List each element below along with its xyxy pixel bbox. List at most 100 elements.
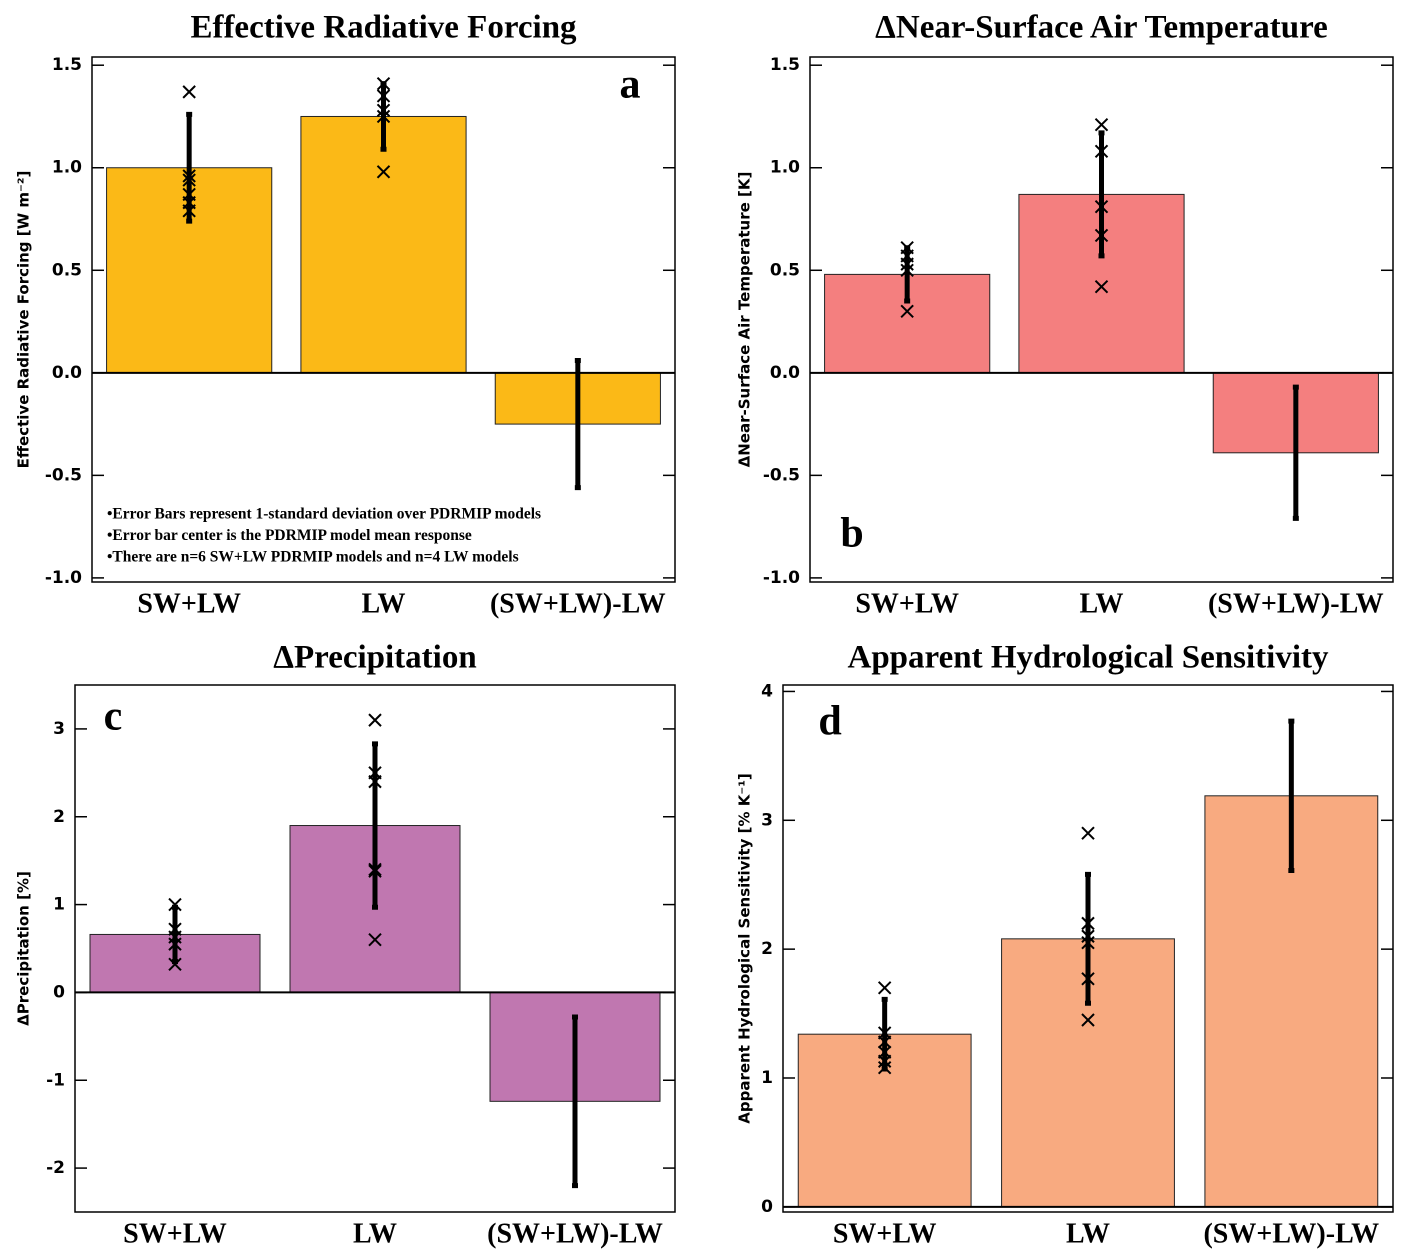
model-marker	[1094, 117, 1109, 132]
y-tick-label: 3	[53, 719, 65, 739]
note: •There are n=6 SW+LW PDRMIP models and n…	[107, 549, 519, 566]
x-tick-label: (SW+LW)-LW	[1208, 588, 1384, 619]
model-marker	[376, 76, 391, 91]
error-bar	[574, 358, 581, 491]
model-marker	[900, 257, 914, 271]
panel-letter: a	[620, 62, 641, 108]
model-marker	[168, 937, 182, 951]
panel: ΔPrecipitation ΔPrecipitation [%] 3 2 1 0 -1 -2…	[15, 640, 676, 1249]
panel-title: Apparent Hydrological Sensitivity	[848, 640, 1329, 676]
y-tick-label: 1.5	[770, 55, 800, 75]
error-bar	[1288, 718, 1295, 874]
model-marker	[182, 169, 196, 183]
note: •Error bar center is the PDRMIP model me…	[107, 527, 472, 544]
model-marker	[900, 263, 914, 277]
plot-frame	[782, 684, 1394, 1213]
model-marker	[376, 109, 391, 124]
y-tick-label: 2	[53, 807, 65, 827]
x-tick-label: (SW+LW)-LW	[487, 1218, 663, 1249]
model-marker	[168, 897, 182, 912]
y-tick-label: 4	[761, 681, 773, 701]
model-marker	[900, 304, 914, 319]
model-marker	[368, 933, 382, 947]
panel-letter: b	[840, 511, 863, 557]
error-bar	[572, 1014, 578, 1189]
x-tick-label: SW+LW	[123, 1218, 227, 1249]
model-marker	[368, 774, 382, 789]
model-marker	[376, 103, 391, 118]
x-tick-label: LW	[1079, 588, 1123, 619]
note: •Error Bars represent 1-standard deviati…	[107, 506, 541, 523]
x-tick-label: LW	[353, 1218, 397, 1249]
y-tick-label: 1	[53, 895, 65, 915]
plot-frame	[74, 684, 676, 1213]
model-marker	[182, 173, 196, 187]
model-marker	[877, 1054, 892, 1068]
panel: Effective Radiative Forcing Effective Rad…	[15, 10, 676, 619]
model-marker	[182, 85, 196, 99]
model-marker	[1081, 972, 1095, 986]
y-tick-label: 2	[761, 939, 773, 959]
panel-title: ΔNear-Surface Air Temperature	[875, 10, 1328, 46]
y-tick-label: 1.0	[770, 158, 800, 178]
y-tick-label: 3	[761, 810, 773, 830]
panel-title: ΔPrecipitation	[273, 640, 476, 676]
x-tick-label: SW+LW	[137, 588, 241, 619]
y-tick-label: 1	[761, 1068, 773, 1088]
model-marker	[1094, 199, 1109, 214]
plot-frame	[809, 56, 1394, 583]
x-tick-label: (SW+LW)-LW	[490, 588, 666, 619]
model-marker	[1081, 929, 1095, 943]
panel-title: Effective Radiative Forcing	[190, 10, 577, 46]
y-tick-label: -0.5	[45, 465, 82, 485]
model-marker	[368, 713, 382, 727]
panel-letter: d	[818, 699, 841, 745]
model-marker	[376, 165, 391, 179]
y-axis-label: ΔPrecipitation [%]	[15, 871, 33, 1026]
model-marker	[376, 89, 391, 103]
model-marker	[1081, 916, 1095, 931]
y-tick-label: 0.5	[52, 260, 82, 280]
panel-letter: c	[104, 694, 123, 740]
y-axis-label: Effective Radiative Forcing [W m⁻²]	[15, 171, 33, 469]
y-tick-label: 0.5	[770, 260, 800, 280]
y-tick-label: -1.0	[763, 568, 800, 588]
y-tick-label: -1.0	[45, 568, 82, 588]
model-marker	[1081, 935, 1095, 950]
y-tick-label: 1.5	[52, 55, 82, 75]
x-tick-label: SW+LW	[833, 1218, 937, 1249]
model-marker	[168, 957, 182, 972]
y-tick-label: 0.0	[770, 363, 800, 383]
model-marker	[877, 1060, 892, 1075]
x-tick-label: SW+LW	[855, 588, 959, 619]
model-marker	[877, 1035, 892, 1049]
error-bar	[1292, 384, 1299, 521]
model-marker	[182, 204, 196, 218]
x-tick-label: LW	[1066, 1218, 1110, 1249]
model-marker	[1081, 826, 1095, 840]
error-bar	[372, 741, 378, 910]
model-marker	[1081, 1013, 1095, 1027]
y-axis-label: ΔNear-Surface Air Temperature [K]	[736, 172, 754, 468]
panel: Apparent Hydrological Sensitivity Apparen…	[736, 640, 1394, 1249]
model-marker	[368, 862, 382, 877]
model-marker	[1094, 228, 1109, 243]
plot-frame	[91, 56, 676, 583]
model-marker	[1094, 144, 1109, 159]
y-axis-label: Apparent Hydrological Sensitivity [% K⁻¹…	[736, 773, 754, 1124]
y-tick-label: 0.0	[52, 363, 82, 383]
x-tick-label: (SW+LW)-LW	[1203, 1218, 1379, 1249]
y-tick-label: 1.0	[52, 158, 82, 178]
model-marker	[877, 981, 892, 995]
error-bar	[1085, 871, 1091, 1006]
y-tick-label: -2	[46, 1158, 65, 1178]
y-tick-label: 0	[53, 982, 65, 1002]
panel: ΔNear-Surface Air Temperature ΔNear-Surfa…	[736, 10, 1394, 619]
x-tick-label: LW	[361, 588, 405, 619]
y-tick-label: -1	[46, 1070, 65, 1090]
y-tick-label: 0	[761, 1197, 773, 1217]
bar	[300, 115, 467, 374]
y-tick-label: -0.5	[763, 465, 800, 485]
model-marker	[368, 864, 382, 878]
